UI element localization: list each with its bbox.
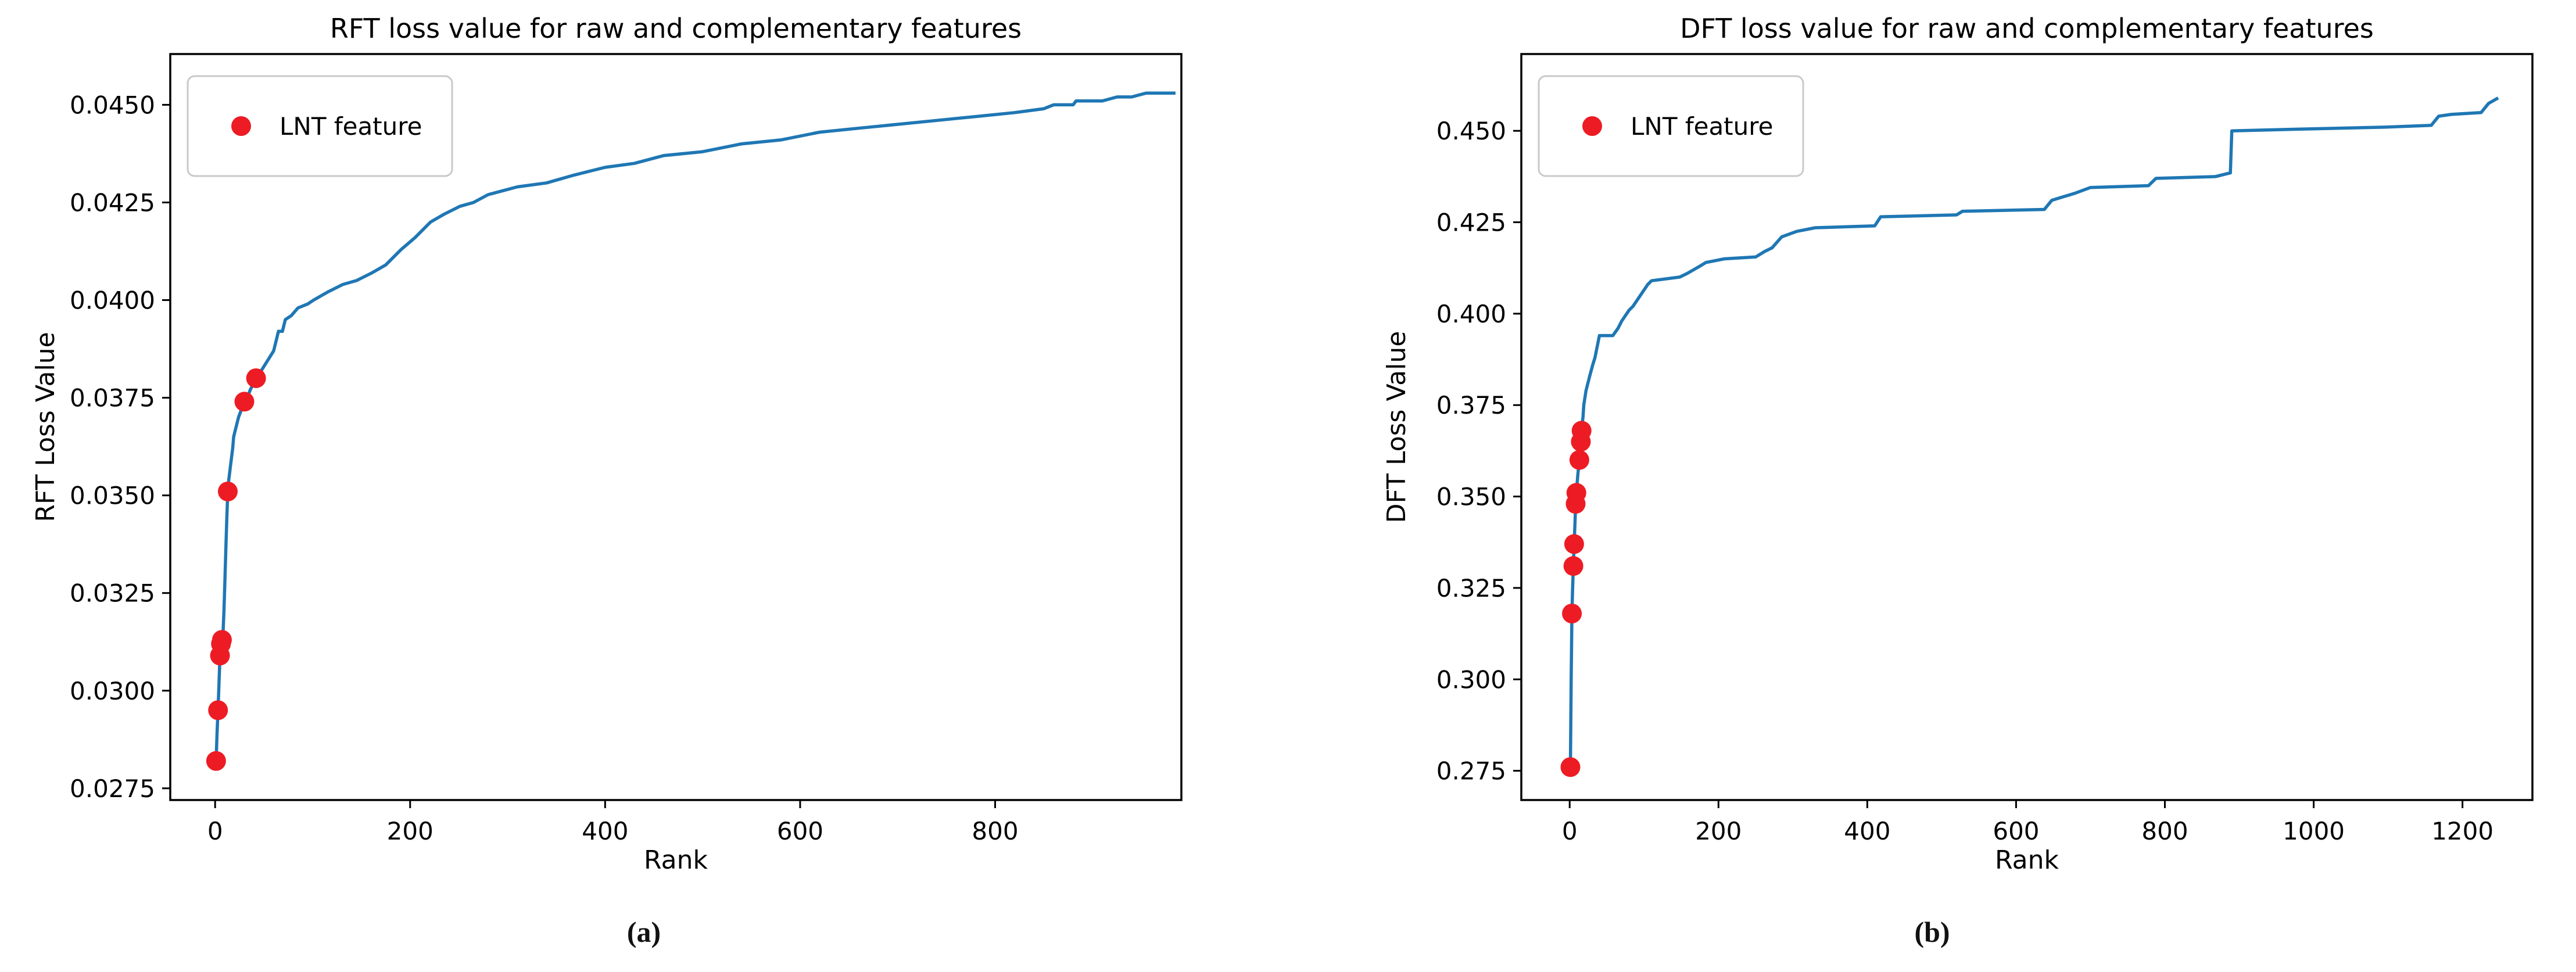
lnt-feature-point [217,481,238,501]
chart-title: DFT loss value for raw and complementary… [1680,13,2374,44]
lnt-feature-point [1571,421,1592,441]
chart-title: RFT loss value for raw and complementary… [330,13,1022,44]
x-tick-label: 800 [2141,817,2188,845]
caption-b: (b) [1914,916,1950,948]
caption-a: (a) [626,916,661,948]
x-axis-label: Rank [644,845,708,875]
x-tick-label: 0 [1562,817,1578,845]
lnt-feature-point [212,630,232,650]
lnt-feature-point [1564,534,1584,554]
x-tick-label: 200 [1695,817,1742,845]
lnt-feature-point [1569,450,1589,470]
y-tick-label: 0.425 [1436,209,1506,237]
y-tick-label: 0.0375 [70,384,155,413]
legend-label: LNT feature [1631,112,1773,141]
plot-border [169,53,1183,801]
legend-marker-dot [231,116,251,136]
x-tick-label: 600 [1993,817,2039,845]
legend-box [187,75,453,177]
x-tick-label: 1000 [2283,817,2345,845]
legend-label: LNT feature [280,112,422,141]
legend-marker-dot [1582,116,1602,136]
y-tick-label: 0.275 [1436,757,1506,786]
y-tick-label: 0.400 [1436,300,1506,328]
legend-box [1538,75,1804,177]
loss-curve-line [214,91,1176,763]
y-tick-label: 0.0450 [70,91,155,119]
y-tick-label: 0.325 [1436,574,1506,602]
y-tick-label: 0.0425 [70,188,155,217]
x-tick-label: 400 [1844,817,1890,845]
y-tick-label: 0.0325 [70,579,155,608]
dft-loss-chart: DFT loss value for raw and complementary… [1382,13,2534,875]
y-tick-label: 0.0400 [70,286,155,315]
lnt-feature-point [246,368,266,388]
x-tick-label: 400 [582,817,628,845]
x-tick-label: 1200 [2431,817,2493,845]
x-tick-label: 600 [777,817,823,845]
lnt-feature-point [1560,757,1581,777]
x-axis-label: Rank [1995,845,2059,875]
y-tick-label: 0.450 [1436,117,1506,145]
y-tick-label: 0.0350 [70,482,155,510]
loss-curve-line [1568,96,2499,769]
lnt-feature-point [1566,483,1586,503]
subfigure-b: DFT loss value for raw and complementary… [1288,0,2576,972]
x-tick-label: 800 [972,817,1018,845]
lnt-feature-point [234,392,255,412]
y-tick-label: 0.375 [1436,391,1506,419]
y-tick-label: 0.0275 [70,774,155,803]
lnt-feature-point [1562,604,1582,623]
lnt-feature-point [206,751,226,771]
y-tick-label: 0.300 [1436,665,1506,694]
lnt-feature-point [208,700,228,720]
plot-border [1520,53,2534,801]
lnt-feature-point [1563,556,1583,576]
x-tick-label: 200 [387,817,433,845]
y-axis-label: DFT Loss Value [1382,331,1411,523]
rft-loss-chart: RFT loss value for raw and complementary… [31,13,1183,875]
y-tick-label: 0.0300 [70,677,155,705]
y-axis-label: RFT Loss Value [31,332,60,522]
subfigure-a: RFT loss value for raw and complementary… [31,13,1183,948]
y-tick-label: 0.350 [1436,483,1506,511]
x-tick-label: 0 [207,817,223,845]
